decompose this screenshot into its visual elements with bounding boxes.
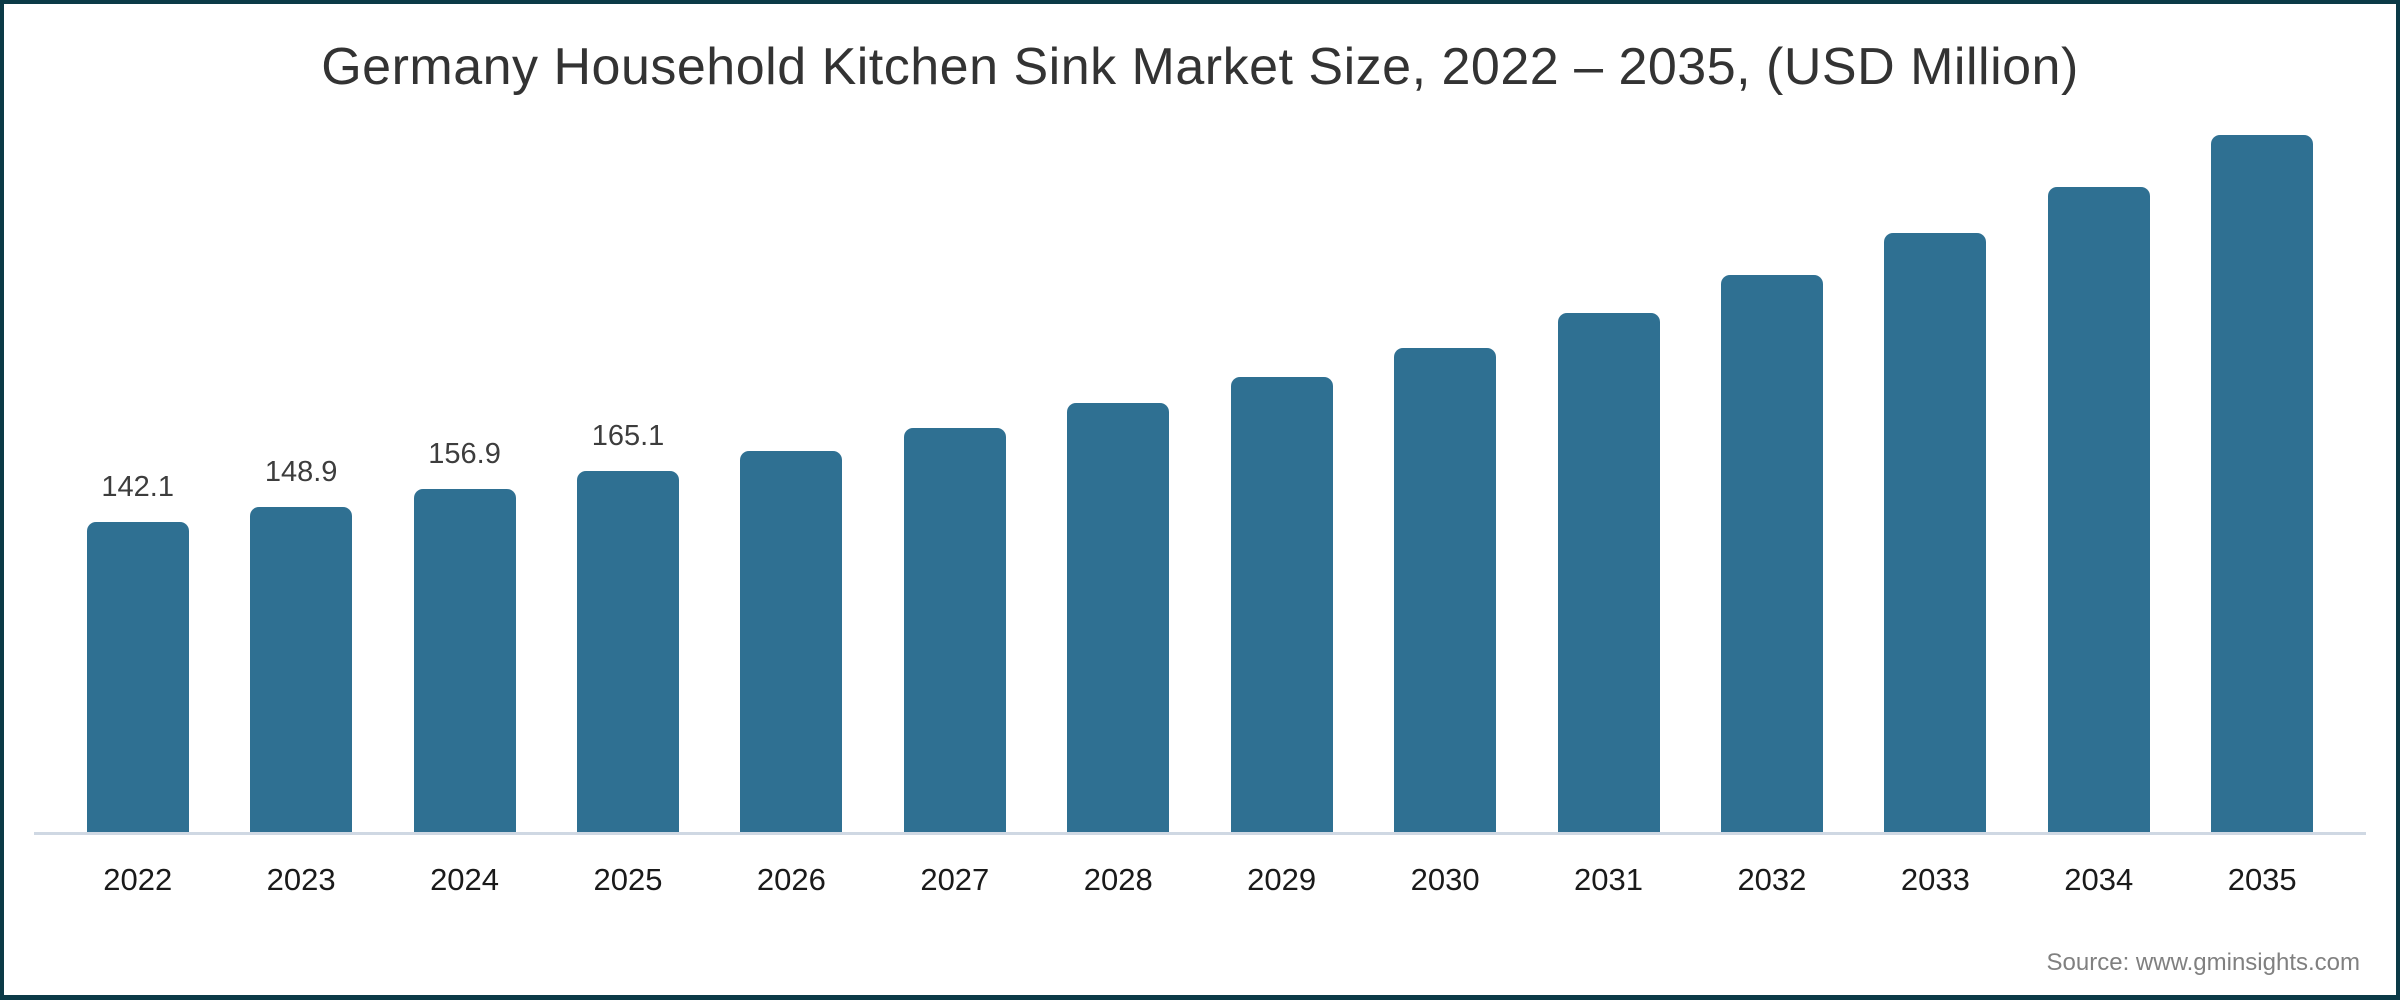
x-axis-label-2029: 2029 [1247, 862, 1317, 897]
bar-2035 [2211, 135, 2314, 832]
x-axis-label-2033: 2033 [1900, 862, 1970, 897]
x-axis-label-2034: 2034 [2064, 862, 2134, 897]
chart-title: Germany Household Kitchen Sink Market Si… [321, 38, 2079, 96]
x-axis-label-2026: 2026 [756, 862, 826, 897]
bar-column-2032 [1690, 52, 1853, 832]
bar-column-2028 [1037, 52, 1200, 832]
bar-column-2027 [873, 52, 1036, 832]
bar-2033 [1884, 233, 1987, 832]
bar-value-label-2024: 156.9 [428, 438, 501, 470]
bar-value-label-2025: 165.1 [591, 420, 665, 452]
bar-column-2022: 142.1 [56, 52, 219, 832]
bar-2029 [1230, 377, 1333, 832]
x-axis-label-2028: 2028 [1083, 862, 1153, 897]
bar-2030 [1394, 348, 1497, 832]
bar-column-2026 [710, 52, 873, 832]
bar-2032 [1720, 275, 1823, 832]
bar-column-2031 [1527, 52, 1690, 832]
bar-column-2029 [1200, 52, 1363, 832]
year-labels-row: 2022 2023 2024 2025 2026 2027 2028 2029 2030 2031… [56, 863, 2344, 897]
bar-column-2035 [2180, 52, 2343, 832]
bar-2028 [1067, 403, 1170, 832]
x-axis-label-2030: 2030 [1410, 862, 1480, 897]
bar-column-2030 [1363, 52, 1526, 832]
bar-column-2025: 165.1 [546, 52, 709, 832]
x-axis-label-2024: 2024 [430, 862, 500, 897]
x-axis-label-2025: 2025 [593, 862, 663, 897]
bar-2031 [1557, 313, 1660, 832]
bar-value-label-2023: 148.9 [264, 456, 338, 488]
x-axis-line [34, 832, 2366, 835]
x-axis-label-2032: 2032 [1737, 862, 1807, 897]
x-axis-label-2031: 2031 [1574, 862, 1643, 897]
bar-column-2024: 156.9 [383, 52, 546, 832]
bar-2024 [413, 489, 516, 832]
bar-2023 [250, 507, 353, 832]
bar-value-label-2022: 142.1 [101, 471, 174, 503]
bar-2027 [903, 428, 1006, 832]
bars-row: 142.1 148.9 156.9 165.1 [56, 52, 2344, 832]
bar-2025 [576, 471, 679, 832]
bar-2026 [740, 451, 843, 832]
x-axis-label-2035: 2035 [2227, 862, 2297, 897]
bar-column-2034 [2017, 52, 2180, 832]
source-credit: Source: www.gminsights.com [2046, 949, 2360, 976]
x-axis-label-2023: 2023 [266, 862, 336, 897]
bar-column-2033 [1854, 52, 2017, 832]
bar-2022 [86, 522, 189, 832]
bar-column-2023: 148.9 [219, 52, 382, 832]
x-axis-label-2027: 2027 [920, 862, 990, 897]
bar-2034 [2047, 187, 2150, 832]
x-axis-label-2022: 2022 [103, 862, 173, 897]
